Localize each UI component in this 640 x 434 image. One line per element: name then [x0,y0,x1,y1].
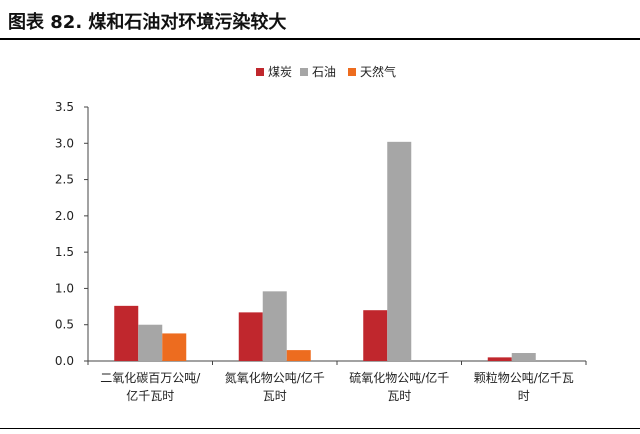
bottom-rule [0,428,640,429]
legend-swatch [348,68,356,76]
bar-oil-3 [511,353,536,361]
legend-label: 石油 [312,65,336,79]
y-tick-label: 1.5 [55,245,74,259]
y-tick-label: 3.0 [55,136,74,150]
bar-chart: 0.0 0.5 1.0 1.5 2.0 2.5 3.0 3.5 二氧化碳百万公吨/亿千瓦时 氮氧化… [55,64,587,403]
figure-title: 图表 82. 煤和石油对环境污染较大 [8,12,287,33]
bar-coal-3 [487,357,512,361]
x-category-label: 瓦时 [387,389,411,403]
bar-gas-1 [286,350,311,361]
bar-oil-0 [138,324,163,361]
x-category-label: 硫氧化物公吨/亿千 [349,370,449,385]
x-category-label: 氮氧化物公吨/亿千 [225,370,325,385]
legend-label: 天然气 [360,64,396,79]
bar-oil-1 [262,291,287,361]
y-tick-label: 2.0 [55,209,74,223]
legend-label: 煤炭 [268,65,292,79]
legend-swatch [256,68,264,76]
y-tick-label: 0.0 [55,354,74,368]
figure-header: 图表 82. 煤和石油对环境污染较大 [0,0,640,42]
y-tick-label: 0.5 [55,318,74,332]
title-rule [0,38,640,40]
bar-oil-2 [387,141,412,361]
x-category-label: 二氧化碳百万公吨/ [100,371,201,385]
bar-coal-0 [114,305,139,361]
y-tick-label: 1.0 [55,281,74,295]
x-category-label: 亿千瓦时 [126,388,174,403]
y-tick-label: 3.5 [55,100,74,114]
x-category-label: 时 [518,389,530,403]
y-tick-label: 2.5 [55,173,74,187]
x-category-label: 瓦时 [263,389,287,403]
x-category-label: 颗粒物公吨/亿千瓦 [474,370,574,385]
bar-coal-1 [238,312,263,361]
bar-coal-2 [363,310,388,361]
bar-gas-0 [162,333,187,361]
legend-swatch [300,68,308,76]
